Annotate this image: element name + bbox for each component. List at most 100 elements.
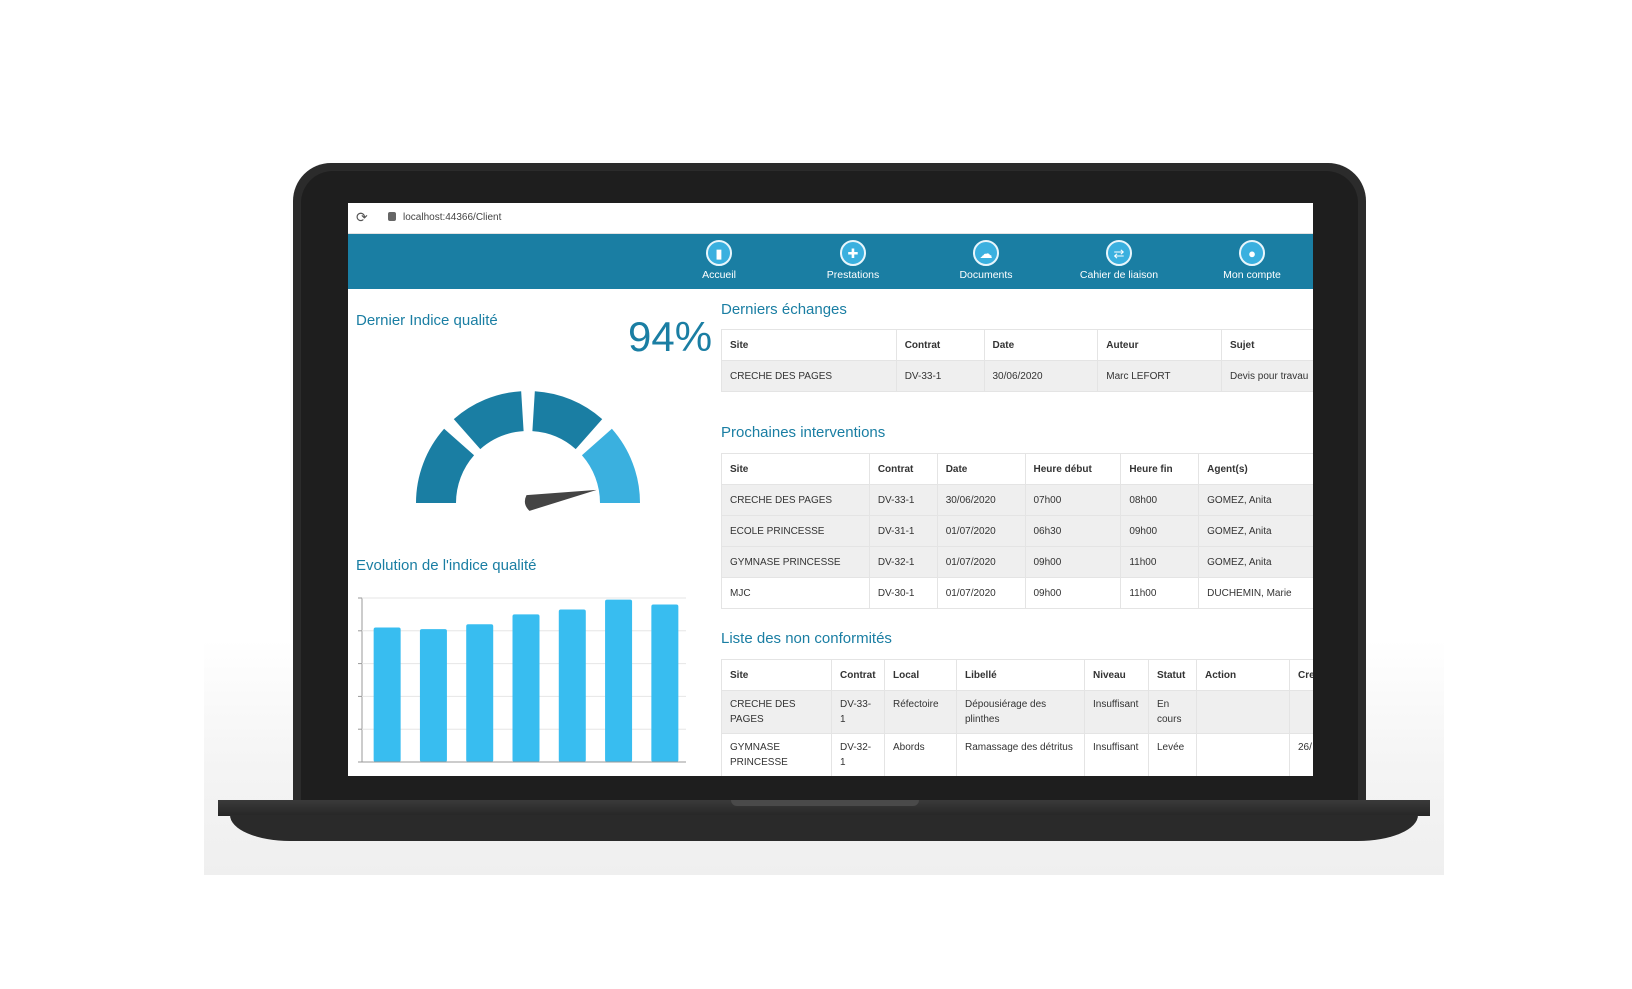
table-cell: Devis pour travau <box>1221 360 1313 392</box>
table-cell: 11h00 <box>1120 546 1200 578</box>
gauge-segment <box>581 428 640 503</box>
table-row[interactable]: GYMNASE PRINCESSE DV-32-1 01/07/2020 09h… <box>721 546 1313 578</box>
table-cell <box>1289 690 1313 734</box>
column-header[interactable]: Libellé <box>956 659 1085 691</box>
quality-gauge <box>416 391 640 511</box>
column-header[interactable]: Date <box>983 329 1099 361</box>
cleaning-icon: ✚ <box>840 240 866 266</box>
table-cell: 08h00 <box>1120 484 1200 516</box>
user-icon: ● <box>1239 240 1265 266</box>
table-cell: Abords <box>884 733 957 776</box>
table-cell: GOMEZ, Anita <box>1198 484 1313 516</box>
laptop-base <box>218 800 1430 816</box>
chart-bar <box>466 624 494 762</box>
interventions-table: Site Contrat Date Heure début Heure fin … <box>721 453 1313 609</box>
table-row[interactable]: MJC DV-30-1 01/07/2020 09h00 11h00 DUCHE… <box>721 577 1313 609</box>
column-header[interactable]: Action <box>1196 659 1290 691</box>
lock-icon <box>388 212 396 221</box>
gauge-segment <box>453 391 524 450</box>
bar-chart-icon: ▮ <box>706 240 732 266</box>
browser-address-bar[interactable]: ⟳ localhost:44366/Client <box>348 203 1313 234</box>
table-cell: En cours <box>1148 690 1197 734</box>
table-cell: 01/07/2020 <box>936 546 1026 578</box>
table-row[interactable]: ECOLE PRINCESSE DV-31-1 01/07/2020 06h30… <box>721 515 1313 547</box>
column-header[interactable]: Site <box>721 329 897 361</box>
table-cell: DV-30-1 <box>868 577 938 609</box>
table-cell: 06h30 <box>1024 515 1122 547</box>
table-cell: 30/06/2020 <box>983 360 1099 392</box>
table-cell: Dépousiérage des plinthes <box>956 690 1085 734</box>
table-cell: CRECHE DES PAGES <box>721 484 870 516</box>
nav-label: Mon compte <box>1223 269 1281 281</box>
table-cell: DV-31-1 <box>868 515 938 547</box>
table-cell: CRECHE DES PAGES <box>721 360 897 392</box>
column-header[interactable]: Contrat <box>831 659 885 691</box>
table-cell: Réfectoire <box>884 690 957 734</box>
chart-bar <box>373 627 401 762</box>
table-cell: CRECHE DES PAGES <box>721 690 832 734</box>
table-cell: Ramassage des détritus <box>956 733 1085 776</box>
reload-icon[interactable]: ⟳ <box>356 209 368 225</box>
table-cell: 09h00 <box>1024 577 1122 609</box>
column-header[interactable]: Cre <box>1289 659 1313 691</box>
table-row[interactable]: CRECHE DES PAGES DV-33-1 Réfectoire Dépo… <box>721 690 1313 734</box>
column-header[interactable]: Contrat <box>868 453 938 485</box>
table-cell: 09h00 <box>1024 546 1122 578</box>
column-header[interactable]: Niveau <box>1084 659 1149 691</box>
nav-item-prestations[interactable]: ✚ Prestations <box>798 240 908 281</box>
table-cell: 01/07/2020 <box>936 577 1026 609</box>
column-header[interactable]: Statut <box>1148 659 1197 691</box>
table-cell: Marc LEFORT <box>1097 360 1222 392</box>
column-header[interactable]: Local <box>884 659 957 691</box>
column-header[interactable]: Contrat <box>895 329 985 361</box>
table-cell: DUCHEMIN, Marie <box>1198 577 1313 609</box>
table-row[interactable]: GYMNASE PRINCESSE DV-32-1 Abords Ramassa… <box>721 733 1313 776</box>
table-cell: GOMEZ, Anita <box>1198 546 1313 578</box>
table-row[interactable]: CRECHE DES PAGES DV-33-1 30/06/2020 07h0… <box>721 484 1313 516</box>
table-cell <box>1196 733 1290 776</box>
table-cell <box>1196 690 1290 734</box>
chart-bar <box>419 629 447 762</box>
quality-value: 94% <box>628 313 713 360</box>
chart-bar <box>558 609 586 762</box>
gauge-segment <box>416 428 475 503</box>
column-header[interactable]: Auteur <box>1097 329 1222 361</box>
table-row[interactable]: CRECHE DES PAGES DV-33-1 30/06/2020 Marc… <box>721 360 1313 392</box>
table-cell: Insuffisant <box>1084 733 1149 776</box>
column-header[interactable]: Site <box>721 659 832 691</box>
chart-bar <box>651 604 679 762</box>
table-cell: DV-33-1 <box>895 360 985 392</box>
table-cell: 11h00 <box>1120 577 1200 609</box>
column-header[interactable]: Date <box>936 453 1026 485</box>
evolution-title: Evolution de l'indice qualité <box>356 557 537 574</box>
table-cell: ECOLE PRINCESSE <box>721 515 870 547</box>
table-cell: 30/06/2020 <box>936 484 1026 516</box>
table-cell: 07h00 <box>1024 484 1122 516</box>
nav-item-cahier-de-liaison[interactable]: ⇄ Cahier de liaison <box>1064 240 1174 281</box>
column-header[interactable]: Site <box>721 453 870 485</box>
interventions-title: Prochaines interventions <box>721 424 886 441</box>
column-header[interactable]: Heure début <box>1024 453 1122 485</box>
table-cell: Insuffisant <box>1084 690 1149 734</box>
nav-item-mon-compte[interactable]: ● Mon compte <box>1197 240 1307 281</box>
table-cell: 09h00 <box>1120 515 1200 547</box>
evolution-bar-chart <box>358 597 686 763</box>
chart-bar <box>605 599 633 762</box>
nav-label: Prestations <box>826 269 880 281</box>
laptop-notch <box>731 800 919 806</box>
nonconf-title: Liste des non conformités <box>721 630 892 647</box>
nav-item-accueil[interactable]: ▮ Accueil <box>664 240 774 281</box>
nav-label: Cahier de liaison <box>1079 269 1159 281</box>
laptop-screen: ⟳ localhost:44366/Client ▮ Accueil ✚ Pre… <box>348 203 1313 776</box>
url-text[interactable]: localhost:44366/Client <box>403 212 502 223</box>
exchanges-table: Site Contrat Date Auteur Sujet CRECHE DE… <box>721 329 1313 392</box>
column-header[interactable]: Heure fin <box>1120 453 1200 485</box>
gauge-segment <box>532 391 603 450</box>
nonconformity-table: Site Contrat Local Libellé Niveau Statut… <box>721 659 1313 776</box>
nav-item-documents[interactable]: ☁ Documents <box>931 240 1041 281</box>
table-cell: GYMNASE PRINCESSE <box>721 733 832 776</box>
top-navigation: ▮ Accueil ✚ Prestations ☁ Documents ⇄ Ca… <box>348 234 1313 289</box>
column-header[interactable]: Agent(s) <box>1198 453 1313 485</box>
laptop-base-bottom <box>230 815 1418 841</box>
column-header[interactable]: Sujet <box>1221 329 1313 361</box>
